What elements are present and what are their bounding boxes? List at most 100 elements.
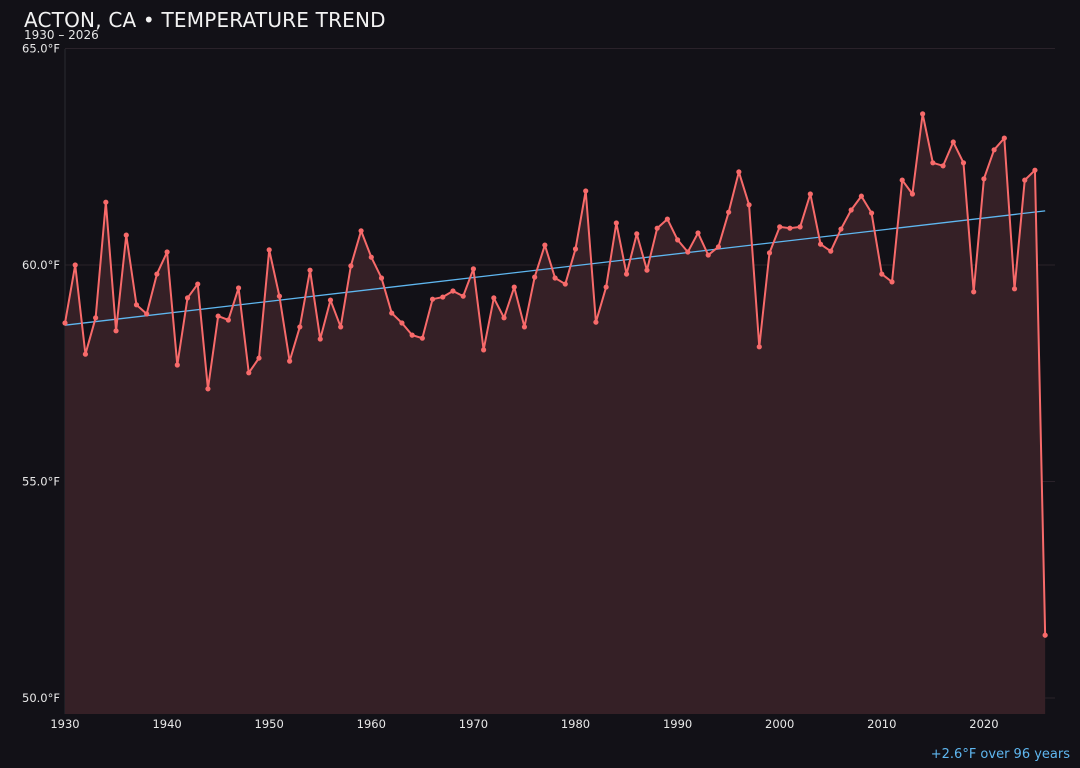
data-point (103, 199, 109, 205)
data-point (930, 160, 936, 166)
data-point (960, 160, 967, 166)
data-point (82, 351, 89, 357)
data-point (1001, 135, 1007, 141)
data-point (266, 247, 272, 253)
data-point (613, 220, 619, 226)
data-point (1011, 286, 1018, 292)
data-point (715, 244, 722, 250)
data-point (807, 191, 813, 197)
data-point (297, 324, 303, 330)
data-point (144, 311, 150, 317)
data-point (338, 324, 344, 330)
data-point (460, 293, 466, 299)
data-point (1042, 632, 1048, 638)
data-point (654, 225, 660, 231)
data-point (981, 176, 987, 182)
data-point (327, 297, 334, 303)
data-point (603, 284, 609, 290)
chart-title: ACTON, CA • TEMPERATURE TREND (24, 8, 386, 32)
data-point (195, 281, 201, 287)
data-point (695, 230, 701, 236)
data-point (848, 207, 854, 213)
data-point (358, 228, 364, 234)
data-point (736, 169, 742, 175)
data-point (858, 193, 864, 199)
data-point (583, 188, 589, 194)
data-point (419, 335, 425, 341)
data-point (971, 289, 977, 295)
data-point (909, 191, 916, 197)
data-point (440, 294, 446, 300)
data-point (378, 275, 385, 281)
series-area-fill (65, 113, 1046, 715)
data-point (572, 246, 579, 252)
x-tick-label: 1930 (50, 717, 79, 731)
data-point (133, 302, 140, 308)
data-point (899, 177, 905, 183)
data-point (235, 285, 242, 291)
data-point (675, 237, 681, 243)
data-point (246, 370, 252, 376)
data-point (940, 163, 946, 169)
x-tick-label: 2020 (969, 717, 998, 731)
data-point (746, 202, 752, 208)
data-point (429, 296, 436, 302)
data-point (225, 317, 231, 323)
data-point (777, 224, 783, 230)
chart-subtitle: 1930 – 2026 (24, 28, 99, 42)
trend-line (64, 210, 1046, 326)
data-point (685, 249, 691, 255)
x-tick-label: 1940 (152, 717, 181, 731)
data-point (920, 111, 926, 117)
data-point (123, 232, 129, 238)
data-point (368, 254, 374, 260)
x-tick-label: 2000 (765, 717, 794, 731)
data-point (399, 320, 405, 326)
data-point (511, 284, 517, 290)
data-point (787, 225, 793, 231)
data-point (72, 262, 78, 268)
data-point (174, 362, 180, 368)
data-point (276, 293, 283, 299)
data-point (766, 250, 773, 256)
data-point (664, 216, 670, 222)
y-tick-label: 65.0°F (22, 42, 60, 56)
data-point (307, 267, 313, 273)
x-tick-label: 1980 (561, 717, 590, 731)
x-tick-label: 1990 (663, 717, 692, 731)
data-point (644, 267, 650, 273)
data-point (879, 271, 885, 277)
data-point (797, 224, 803, 230)
data-point (532, 274, 538, 280)
data-point (838, 226, 844, 232)
data-point (113, 328, 119, 334)
data-point (287, 358, 293, 364)
data-point (409, 332, 415, 338)
data-point (828, 248, 834, 254)
data-point (991, 147, 997, 153)
y-tick-label: 60.0°F (22, 258, 60, 272)
data-point (317, 336, 323, 342)
data-point (450, 288, 456, 294)
data-point (154, 271, 160, 277)
data-point (62, 320, 68, 326)
data-point (1032, 167, 1038, 173)
data-point (542, 242, 548, 248)
data-point (501, 315, 507, 321)
data-point (491, 295, 497, 301)
data-point (184, 295, 191, 301)
data-point (623, 271, 630, 277)
data-point (205, 386, 211, 392)
data-point (950, 139, 956, 145)
data-point (481, 347, 487, 353)
data-point (470, 266, 476, 272)
data-point (634, 231, 640, 237)
data-point (389, 310, 395, 316)
data-point (1022, 177, 1028, 183)
data-point (726, 209, 732, 215)
data-point (215, 313, 221, 319)
y-tick-label: 55.0°F (22, 475, 60, 489)
y-tick-label: 50.0°F (22, 691, 60, 705)
x-tick-label: 1960 (357, 717, 386, 731)
